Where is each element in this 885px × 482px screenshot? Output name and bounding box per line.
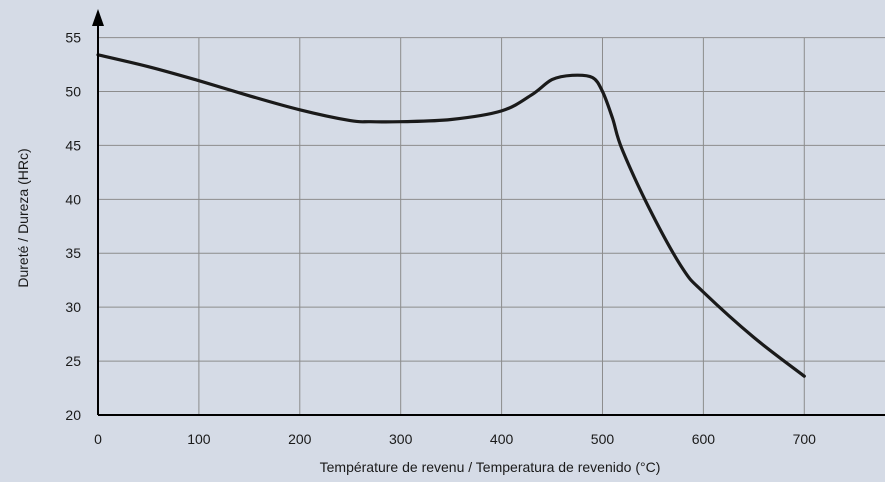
x-tick-label: 700	[793, 431, 817, 447]
y-tick-label: 25	[65, 353, 81, 369]
y-axis-arrow-icon	[92, 9, 104, 26]
x-tick-label: 200	[288, 431, 312, 447]
y-tick-label: 35	[65, 245, 81, 261]
y-tick-label: 30	[65, 299, 81, 315]
x-tick-label: 500	[591, 431, 615, 447]
y-tick-label: 50	[65, 83, 81, 99]
x-tick-label: 100	[187, 431, 211, 447]
x-tick-labels: 0 100 200 300 400 500 600 700	[94, 431, 816, 447]
y-tick-label: 45	[65, 137, 81, 153]
x-axis-title: Température de revenu / Temperatura de r…	[320, 459, 661, 475]
x-tick-label: 300	[389, 431, 413, 447]
hardness-curve	[96, 53, 806, 378]
y-axis-title: Dureté / Dureza (HRc)	[15, 148, 31, 287]
x-tick-label: 600	[692, 431, 716, 447]
x-tick-label: 0	[94, 431, 102, 447]
y-tick-label: 55	[65, 30, 81, 46]
curve-layer	[96, 53, 806, 378]
y-tick-label: 20	[65, 407, 81, 423]
grid	[98, 37, 885, 415]
axes	[92, 9, 885, 416]
y-tick-labels: 20 25 30 35 40 45 50 55	[65, 30, 81, 423]
x-tick-label: 400	[490, 431, 514, 447]
y-tick-label: 40	[65, 191, 81, 207]
